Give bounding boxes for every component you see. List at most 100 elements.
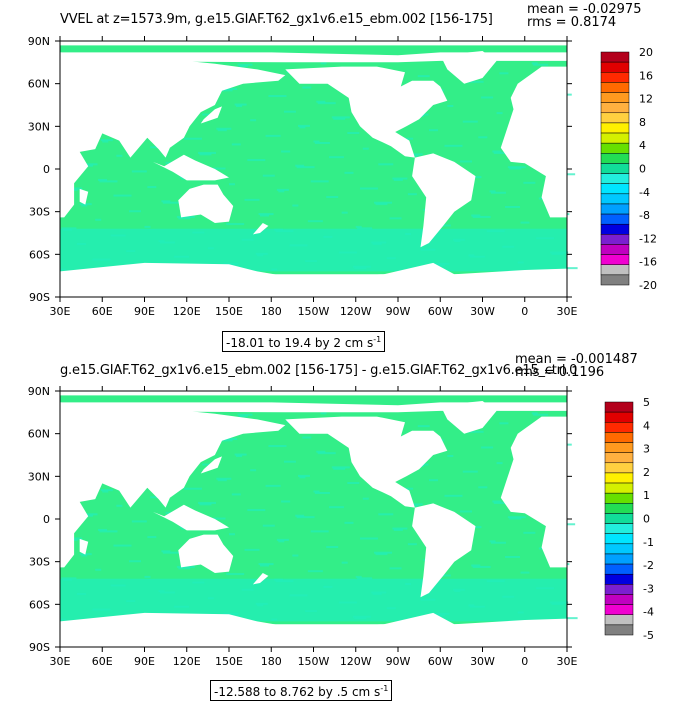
ocean-streak: [371, 591, 387, 594]
ocean-streak: [489, 190, 496, 193]
ocean-streak: [81, 554, 88, 557]
y-tick-label: 0: [43, 513, 50, 526]
ocean-streak: [502, 245, 515, 248]
ocean-streak: [60, 268, 66, 271]
y-tick-label: 60N: [28, 78, 50, 91]
ocean-streak: [295, 164, 305, 167]
x-tick-label: 60W: [428, 655, 453, 668]
ocean-streak: [490, 191, 506, 194]
ocean-streak: [220, 439, 233, 442]
ocean-streak: [393, 528, 403, 531]
colorbar-segment: [600, 61, 630, 73]
ocean-streak: [471, 214, 481, 217]
colorbar-segment: [600, 72, 630, 83]
ocean-streak: [338, 251, 357, 254]
ocean-streak: [165, 161, 172, 164]
ocean-streak: [237, 413, 253, 416]
mean-label: mean = -0.02975: [527, 2, 642, 17]
y-tick-label: 60N: [28, 428, 50, 441]
ocean-streak: [316, 100, 326, 103]
land-japan: [200, 106, 222, 124]
ocean-streak: [320, 62, 327, 65]
ocean-streak: [486, 580, 505, 583]
y-tick-label: 90S: [29, 291, 50, 304]
ocean-streak: [326, 546, 339, 549]
ocean-streak: [471, 564, 481, 567]
ocean-streak: [244, 548, 260, 551]
ocean-streak: [428, 129, 438, 132]
arctic-blank: [60, 391, 567, 396]
ocean-streak: [502, 595, 515, 598]
land-north-america: [285, 416, 448, 508]
ocean-streak: [292, 204, 299, 207]
ocean-streak: [536, 237, 555, 240]
colorbar-segment: [604, 563, 634, 575]
ocean-streak: [250, 469, 257, 472]
ocean-streak: [61, 227, 77, 230]
ocean-streak: [289, 244, 308, 247]
ocean-streak: [236, 105, 243, 107]
ocean-streak: [509, 167, 522, 170]
ocean-streak: [219, 437, 238, 440]
rms-label: rms = 0.1196: [515, 365, 605, 380]
ocean-streak: [213, 517, 226, 520]
x-tick-label: 30E: [557, 655, 578, 668]
colorbar-label: 20: [639, 46, 653, 59]
ocean-streak: [352, 265, 371, 268]
ocean-streak: [144, 225, 151, 228]
panel-title: VVEL at z=1573.9m, g.e15.GIAF.T62_gx1v6.…: [60, 12, 493, 27]
ocean-streak: [234, 103, 247, 106]
ocean-streak: [281, 150, 291, 153]
ocean-streak: [517, 261, 524, 264]
ocean-streak: [392, 177, 408, 180]
ocean-streak: [199, 153, 212, 156]
ocean-streak: [523, 181, 536, 184]
ocean-streak: [183, 487, 202, 490]
ocean-streak: [317, 102, 336, 105]
range-label: -18.01 to 19.4 by 2 cm s-1: [222, 331, 386, 352]
ocean-streak: [407, 543, 417, 546]
ocean-streak: [199, 503, 212, 506]
colorbar-segment: [600, 254, 630, 265]
land-madagascar: [79, 188, 89, 205]
ocean-streak: [178, 567, 191, 570]
ocean-streak: [310, 530, 329, 533]
ocean-streak: [375, 553, 388, 556]
land-australia: [178, 534, 234, 573]
colorbar-segment: [600, 142, 630, 154]
x-tick-label: 180: [261, 305, 282, 318]
ocean-streak: [313, 490, 320, 493]
ocean-streak: [469, 605, 485, 608]
x-tick-label: 90W: [386, 305, 411, 318]
x-tick-label: 60E: [92, 305, 113, 318]
ocean-streak: [490, 541, 506, 544]
ocean-streak: [98, 528, 108, 531]
ocean-streak: [76, 242, 86, 245]
ocean-streak: [296, 516, 315, 519]
ocean-streak: [462, 470, 478, 473]
ocean-streak: [389, 217, 402, 220]
ocean-streak: [444, 494, 463, 497]
ocean-streak: [62, 228, 72, 231]
x-tick-label: 150W: [298, 655, 330, 668]
colorbar-label: 1: [643, 489, 650, 502]
ocean-streak: [231, 143, 241, 146]
ocean-streak: [82, 163, 98, 166]
ocean-streak: [438, 224, 451, 227]
colorbar-segment: [600, 223, 630, 235]
ocean-streak: [507, 516, 526, 519]
colorbar-label: -16: [639, 256, 657, 269]
ocean-streak: [296, 166, 315, 169]
ocean-streak: [481, 446, 494, 449]
ocean-streak: [192, 231, 205, 234]
ocean-streak: [259, 214, 269, 217]
ocean-streak: [372, 592, 382, 595]
ocean-streak: [144, 575, 151, 578]
x-tick-label: 0: [521, 305, 528, 318]
ocean-streak: [131, 170, 147, 173]
y-tick-label: 90N: [28, 385, 50, 398]
ocean-streak: [95, 568, 102, 571]
ocean-streak: [393, 178, 403, 181]
colorbar-segment: [600, 193, 630, 205]
ocean-streak: [452, 588, 465, 591]
